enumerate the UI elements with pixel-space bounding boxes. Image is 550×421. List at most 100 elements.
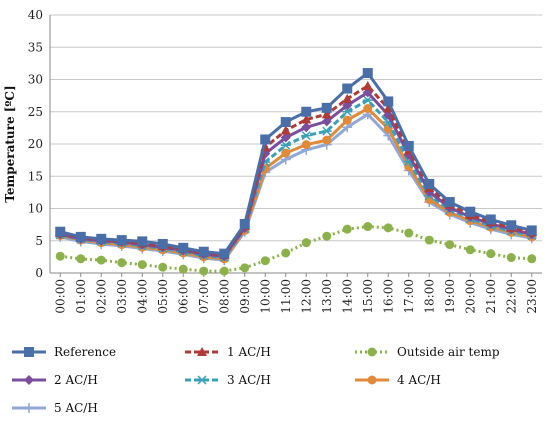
data-point	[424, 235, 434, 245]
legend-marker	[197, 375, 207, 385]
data-point	[280, 140, 291, 150]
x-tick-label: 13:00	[320, 279, 334, 314]
data-point	[55, 226, 66, 237]
data-point	[301, 131, 312, 141]
data-point	[178, 264, 188, 274]
data-point	[55, 251, 65, 261]
data-point	[76, 254, 86, 264]
x-tick-label: 09:00	[238, 279, 252, 314]
x-tick-label: 15:00	[361, 279, 375, 314]
x-tick-label: 06:00	[176, 279, 190, 314]
legend: Reference 1 AC/H Outside air temp 2 AC/H 3 A…	[12, 345, 500, 415]
legend-label: 5 AC/H	[54, 401, 98, 415]
data-point	[506, 253, 516, 263]
data-point	[137, 236, 148, 247]
data-point	[280, 132, 291, 143]
axes	[49, 15, 542, 277]
data-point	[444, 197, 455, 208]
data-point	[280, 117, 291, 128]
series-group	[55, 68, 537, 276]
data-point	[485, 214, 496, 225]
data-point	[424, 178, 435, 189]
legend-label: 1 AC/H	[227, 345, 271, 359]
data-point	[321, 116, 332, 127]
data-point	[342, 224, 352, 234]
series-line	[59, 98, 533, 260]
data-point	[178, 242, 189, 253]
data-point	[158, 262, 168, 272]
legend-item: 1 AC/H	[185, 345, 271, 359]
data-point	[342, 83, 353, 94]
x-tick-label: 08:00	[217, 279, 231, 314]
data-point	[342, 93, 353, 103]
legend-marker	[24, 375, 34, 385]
y-tick-label: 10	[28, 202, 43, 216]
x-tick-labels: 00:00 01:00 02:00 03:00 04:00 05:00 06:00 07:00…	[53, 279, 539, 314]
legend-item: 2 AC/H	[12, 373, 98, 387]
legend-item: Outside air temp	[355, 345, 500, 359]
x-tick-label: 03:00	[115, 279, 129, 314]
data-point	[157, 238, 168, 249]
data-point	[301, 238, 311, 248]
legend-label: 4 AC/H	[397, 373, 441, 387]
data-point	[403, 140, 414, 151]
y-tick-label: 0	[35, 266, 43, 280]
x-tick-label: 17:00	[402, 279, 416, 314]
x-tick-label: 19:00	[443, 279, 457, 314]
data-point	[383, 96, 394, 107]
series-line	[60, 225, 532, 273]
x-tick-label: 14:00	[340, 279, 354, 314]
legend-marker	[197, 347, 207, 356]
x-tick-label: 07:00	[197, 279, 211, 314]
legend-label: Reference	[54, 345, 116, 359]
series-2-ac-h	[55, 87, 537, 262]
x-tick-label: 23:00	[525, 279, 539, 314]
x-tick-label: 22:00	[504, 279, 518, 314]
x-tick-label: 00:00	[53, 279, 67, 314]
y-tick-label: 40	[28, 8, 43, 22]
legend-marker	[24, 403, 34, 413]
x-tick-label: 01:00	[74, 279, 88, 314]
data-point	[219, 248, 230, 259]
data-point	[465, 245, 475, 255]
y-tick-label: 20	[28, 137, 43, 151]
data-point	[280, 125, 291, 135]
legend-label: 2 AC/H	[54, 373, 98, 387]
y-tick-label: 30	[28, 73, 43, 87]
data-point	[465, 206, 476, 217]
legend-item: 5 AC/H	[12, 401, 98, 415]
series-3-ac-h	[55, 95, 537, 263]
data-point	[486, 249, 496, 259]
legend-label: Outside air temp	[397, 345, 500, 359]
series-1-ac-h	[55, 80, 537, 259]
y-tick-label: 5	[35, 234, 43, 248]
legend-marker	[367, 347, 377, 357]
series-line	[59, 70, 533, 256]
data-point	[260, 256, 270, 266]
legend-item: 4 AC/H	[355, 373, 441, 387]
x-tick-label: 10:00	[258, 279, 272, 314]
legend-marker	[367, 375, 377, 385]
legend-label: 3 AC/H	[227, 373, 271, 387]
x-tick-label: 16:00	[381, 279, 395, 314]
data-point	[445, 240, 455, 250]
x-tick-label: 04:00	[135, 279, 149, 314]
y-tick-label: 15	[28, 169, 43, 183]
x-tick-label: 21:00	[484, 279, 498, 314]
x-tick-label: 02:00	[94, 279, 108, 314]
data-point	[321, 109, 332, 119]
data-point	[96, 233, 107, 244]
data-point	[322, 135, 332, 145]
data-point	[404, 228, 414, 238]
legend-marker	[24, 347, 34, 357]
data-point	[199, 266, 209, 276]
data-point	[281, 248, 291, 258]
data-point	[301, 122, 312, 133]
data-point	[527, 254, 537, 264]
x-tick-label: 05:00	[156, 279, 170, 314]
y-axis-label: Temperature [ºC]	[3, 85, 17, 202]
data-point	[137, 260, 147, 270]
data-point	[362, 80, 373, 90]
data-point	[321, 102, 332, 113]
